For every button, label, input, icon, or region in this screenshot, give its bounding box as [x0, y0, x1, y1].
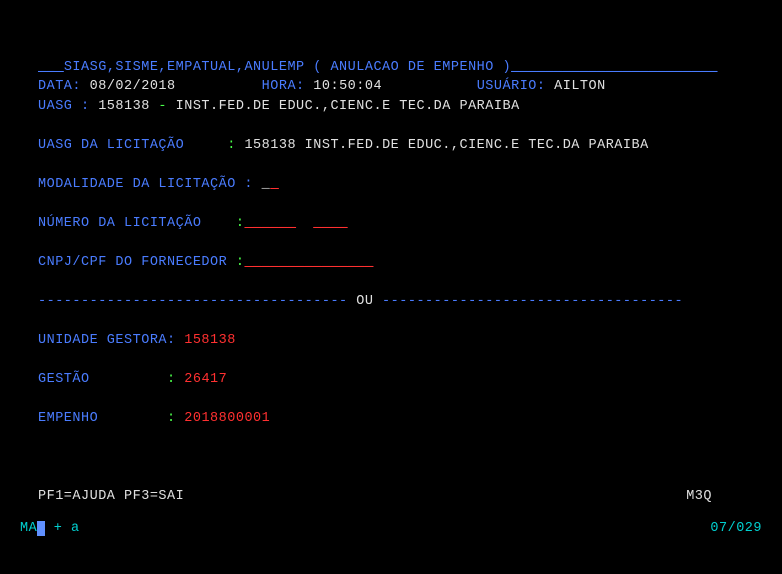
gestao-value[interactable]: 26417: [176, 372, 228, 387]
breadcrumb-prefix: __: [38, 60, 64, 75]
empenho-label: EMPENHO: [38, 411, 167, 426]
numero-field1[interactable]: _____: [244, 216, 296, 231]
empenho-value[interactable]: 2018800001: [176, 411, 271, 426]
uasg-num: 158138: [90, 99, 159, 114]
data-label: DATA:: [38, 79, 81, 94]
data-value: 08/02/2018: [81, 79, 262, 94]
numero-label: NÚMERO DA LICITAÇÃO: [38, 216, 236, 231]
empenho-colon: :: [167, 411, 176, 426]
hora-value: 10:50:04: [305, 79, 477, 94]
status-position: 07/029: [710, 521, 762, 536]
cnpj-field[interactable]: ______________: [244, 255, 373, 270]
uasg-label: UASG :: [38, 99, 90, 114]
status-prefix: MA: [20, 521, 37, 536]
uasg-dash: -: [158, 99, 167, 114]
divider-left: ------------------------------------: [38, 294, 356, 309]
gestao-colon: :: [167, 372, 176, 387]
footer-code: M3Q: [686, 487, 712, 507]
breadcrumb: SIASG,SISME,EMPATUAL,ANULEMP ( ANULACAO …: [64, 60, 511, 75]
licitacao-value: 158138 INST.FED.DE EDUC.,CIENC.E TEC.DA …: [236, 138, 649, 153]
unidade-value[interactable]: 158138: [176, 333, 236, 348]
gestao-label: GESTÃO: [38, 372, 167, 387]
status-plus: +: [45, 521, 71, 536]
status-bar: MA + a 07/029: [20, 521, 762, 536]
numero-field2[interactable]: ____: [313, 216, 347, 231]
footer-help: PF1=AJUDA PF3=SAI: [38, 489, 184, 504]
terminal-screen: __ SIASG,SISME,EMPATUAL,ANULEMP ( ANULAC…: [0, 0, 782, 506]
modalidade-label: MODALIDADE DA LICITAÇÃO :: [38, 177, 253, 192]
unidade-label: UNIDADE GESTORA:: [38, 333, 176, 348]
breadcrumb-line: __ SIASG,SISME,EMPATUAL,ANULEMP ( ANULAC…: [38, 60, 718, 75]
usuario-label: USUÁRIO:: [477, 79, 546, 94]
modalidade-cursor[interactable]: _: [253, 177, 270, 192]
divider-ou: OU: [356, 294, 373, 309]
licitacao-colon: :: [227, 138, 236, 153]
modalidade-field[interactable]: [270, 177, 279, 192]
uasg-name: INST.FED.DE EDUC.,CIENC.E TEC.DA PARAIBA: [167, 99, 520, 114]
usuario-value: AILTON: [546, 79, 606, 94]
divider-right: -----------------------------------: [373, 294, 683, 309]
numero-gap: [296, 216, 313, 231]
breadcrumb-suffix: ________________________: [511, 60, 717, 75]
status-cursor: [37, 521, 45, 536]
status-a: a: [71, 521, 80, 536]
hora-label: HORA:: [262, 79, 305, 94]
cnpj-label: CNPJ/CPF DO FORNECEDOR: [38, 255, 236, 270]
licitacao-label: UASG DA LICITAÇÃO: [38, 138, 227, 153]
